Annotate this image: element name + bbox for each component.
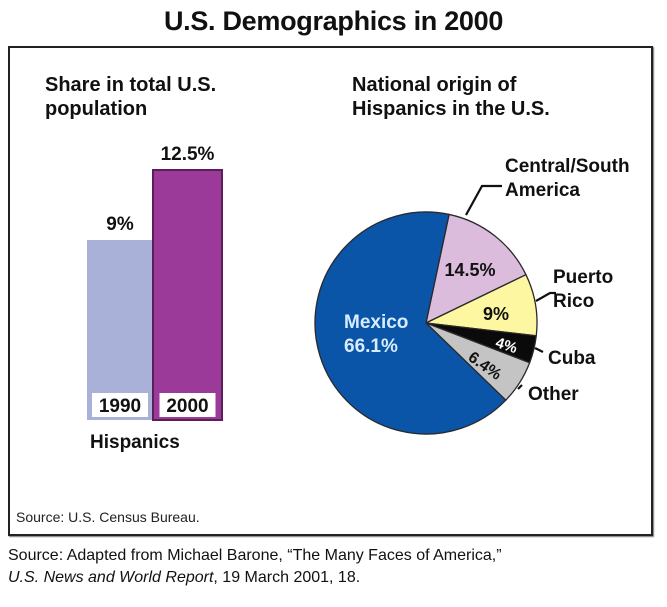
bar-value-label: 9% bbox=[106, 214, 134, 235]
outer-source-line1: Source: Adapted from Michael Barone, “Th… bbox=[8, 547, 502, 564]
bar-category-label: 2000 bbox=[166, 396, 208, 417]
bar-category-box bbox=[159, 393, 216, 417]
leader-line-other bbox=[517, 384, 523, 390]
pie-label-cuba: Cuba bbox=[548, 348, 596, 369]
bar-chart: 9% 1990 12.5% 2000 bbox=[87, 144, 223, 421]
pie-chart-title: National origin of Hispanics in the U.S. bbox=[352, 74, 550, 120]
chart-frame bbox=[8, 46, 653, 536]
pie-label-puerto-rico: Rico bbox=[553, 291, 594, 312]
inner-source-note: Source: U.S. Census Bureau. bbox=[16, 509, 200, 525]
publication-details: , 19 March 2001, 18. bbox=[213, 569, 361, 586]
pie-slice-mexico bbox=[314, 211, 507, 435]
pie-data-label: 14.5% bbox=[444, 260, 495, 280]
pie-label-central-south: Central/South bbox=[505, 156, 630, 177]
leader-line-central-south bbox=[465, 184, 502, 216]
pie-label-other: Other bbox=[528, 384, 579, 405]
outer-source-line2: U.S. News and World Report, 19 March 200… bbox=[8, 567, 502, 589]
bar-category-label: 1990 bbox=[99, 396, 141, 417]
pie-chart: 14.5%9%4%6.4%Mexico66.1%Central/SouthAme… bbox=[314, 156, 630, 435]
pie-label-central-south: America bbox=[505, 180, 580, 201]
bar-chart-title: Share in total U.S. population bbox=[45, 74, 217, 120]
bar-value-label: 12.5% bbox=[161, 144, 215, 165]
publication-title: U.S. News and World Report bbox=[8, 569, 214, 586]
pie-data-label: 66.1% bbox=[344, 336, 398, 357]
pie-slice-central-south-america bbox=[425, 213, 527, 325]
outer-source-note: Source: Adapted from Michael Barone, “Th… bbox=[8, 545, 502, 589]
leader-line-cuba bbox=[534, 347, 544, 353]
pie-data-label: 4% bbox=[493, 334, 519, 357]
bar-category-box bbox=[92, 393, 148, 417]
pie-label-puerto-rico: Puerto bbox=[553, 267, 613, 288]
bar-2000 bbox=[152, 169, 223, 421]
figure-title: U.S. Demographics in 2000 bbox=[163, 6, 504, 36]
leader-line-puerto-rico bbox=[535, 291, 556, 302]
bar-x-axis-label: Hispanics bbox=[90, 432, 180, 453]
pie-data-label: 9% bbox=[483, 304, 509, 324]
bar-1990 bbox=[87, 240, 153, 420]
pie-mexico-name-label: Mexico bbox=[344, 312, 408, 333]
